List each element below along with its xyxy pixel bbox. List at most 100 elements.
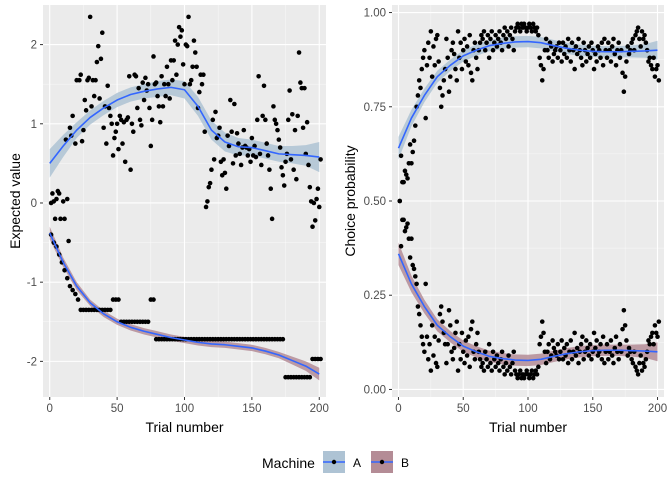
data-point-a (221, 157, 226, 162)
data-point-b (608, 338, 614, 343)
data-point-b (411, 266, 417, 272)
legend: Machine A B (262, 451, 409, 473)
data-point-a (109, 121, 115, 127)
data-point-a (83, 108, 89, 113)
data-point-a (555, 55, 561, 61)
data-point-a (310, 224, 315, 230)
data-point-b (423, 281, 428, 287)
data-point-a (70, 113, 75, 119)
data-point-a (482, 47, 488, 53)
data-point-a (625, 44, 631, 49)
data-point-b (572, 330, 577, 336)
data-point-a (237, 151, 243, 157)
data-point-a (225, 133, 230, 138)
data-point-a (419, 66, 425, 72)
x-axis-title: Trial number (489, 419, 567, 435)
data-point-a (199, 81, 205, 87)
data-point-a (604, 55, 610, 61)
data-point-a (67, 125, 73, 131)
data-point-b (475, 330, 480, 336)
data-point-a (646, 59, 651, 64)
data-point-a (526, 21, 532, 27)
data-point-b (405, 221, 410, 226)
data-point-b (536, 364, 541, 370)
data-point-b (497, 368, 502, 373)
data-point-b (633, 364, 638, 370)
data-point-a (149, 117, 155, 123)
data-point-a (650, 66, 655, 72)
data-point-b (466, 334, 471, 339)
data-point-b (493, 364, 498, 370)
data-point-b (508, 372, 514, 377)
data-point-a (79, 138, 85, 144)
legend-key-b-point (379, 459, 385, 465)
data-point-b (506, 353, 511, 358)
data-point-a (529, 29, 535, 34)
data-point-a (104, 141, 109, 146)
smooth-line-a (49, 86, 320, 164)
expected-value-chart: 0 50 100 150 200 -2 -1 0 1 2 Trial number Expected … (7, 5, 329, 435)
data-point-a (256, 73, 261, 79)
data-point-b (574, 345, 580, 351)
data-point-b (425, 357, 431, 362)
data-point-a (642, 32, 647, 38)
data-point-a (229, 129, 234, 135)
data-point-a (407, 255, 413, 260)
y-tick-label: 0.75 (364, 102, 386, 114)
data-point-b (436, 338, 441, 343)
data-point-a (427, 55, 432, 61)
data-point-a (184, 43, 190, 49)
x-tick-label: 0 (395, 403, 401, 415)
x-axis-title: Trial number (145, 419, 223, 435)
data-point-a (635, 25, 641, 30)
data-point-b (545, 349, 550, 355)
data-point-b (560, 357, 566, 362)
data-point-a (54, 196, 59, 202)
data-point-b (504, 368, 510, 373)
data-point-a (608, 59, 614, 64)
data-point-b (598, 341, 603, 347)
data-point-b (418, 323, 423, 328)
x-tick-label: 200 (310, 403, 329, 415)
data-point-a (217, 125, 222, 131)
data-point-a (453, 66, 458, 72)
data-point-b (599, 357, 605, 362)
data-point-a (464, 44, 470, 49)
data-point-a (504, 29, 510, 34)
data-point-b (108, 307, 113, 313)
data-point-a (112, 135, 117, 141)
data-point-a (611, 36, 616, 42)
y-tick-label: -2 (27, 356, 37, 368)
data-point-b (460, 349, 466, 355)
data-point-b (517, 368, 523, 373)
data-point-a (521, 21, 527, 27)
data-point-a (97, 96, 102, 101)
data-point-a (140, 80, 146, 85)
data-point-a (89, 104, 94, 109)
data-point-a (431, 44, 436, 49)
data-point-a (147, 105, 152, 111)
data-point-a (206, 184, 212, 190)
data-point-b (470, 319, 475, 324)
data-point-a (440, 93, 445, 98)
data-point-a (164, 64, 170, 70)
data-point-a (466, 63, 471, 68)
data-point-a (581, 40, 586, 45)
data-point-b (453, 330, 458, 336)
data-point-a (281, 183, 287, 188)
data-point-a (280, 172, 286, 178)
data-point-a (58, 216, 63, 222)
legend-title: Machine (262, 455, 315, 471)
data-point-a (541, 66, 546, 72)
data-point-a (60, 199, 66, 204)
data-point-a (178, 34, 183, 39)
y-tick-label: 0.25 (364, 290, 386, 302)
data-point-a (210, 117, 216, 123)
data-point-b (558, 349, 563, 355)
data-point-a (186, 14, 191, 20)
data-point-a (432, 63, 438, 68)
data-point-a (445, 55, 450, 61)
data-point-a (99, 30, 105, 36)
data-point-a (402, 228, 408, 234)
data-point-a (211, 157, 217, 162)
